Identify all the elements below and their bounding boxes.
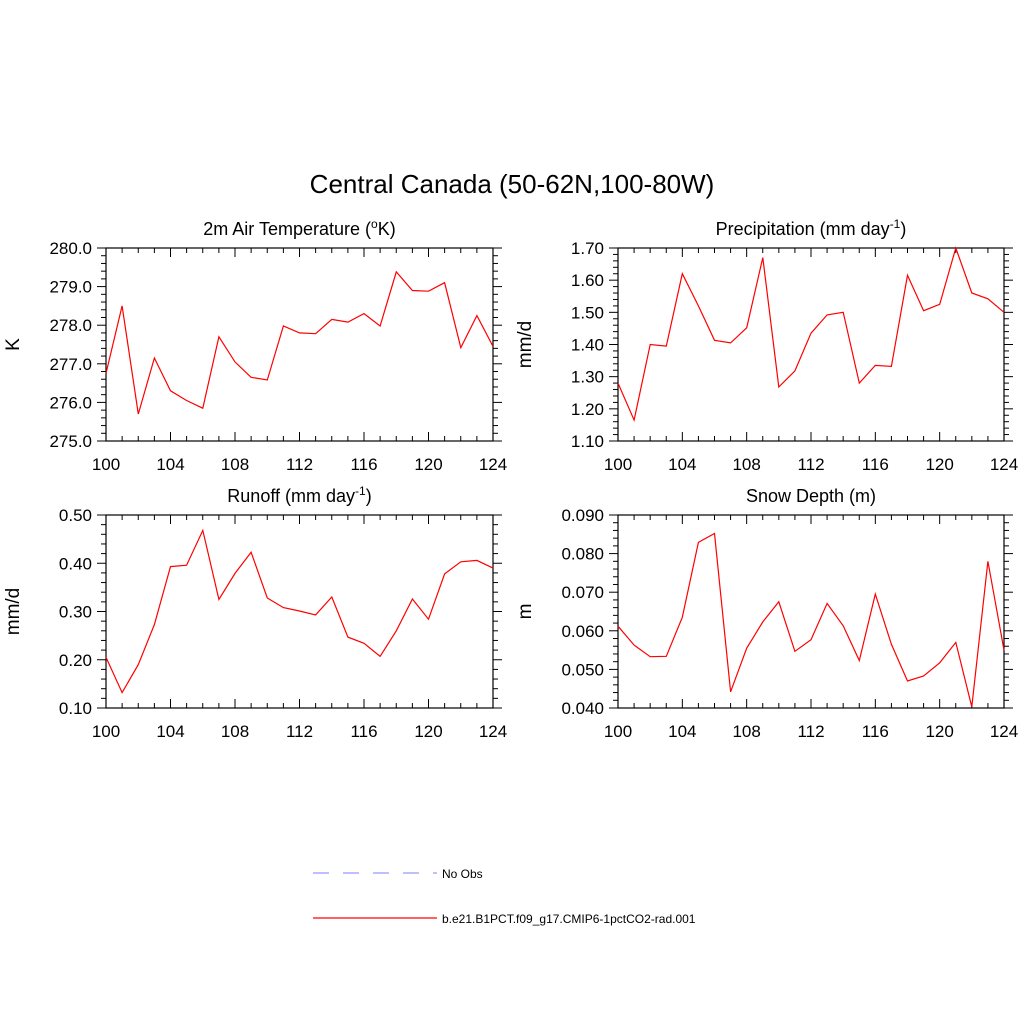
x-tick-label: 120 — [925, 722, 953, 741]
y-tick-label: 0.060 — [561, 622, 604, 641]
x-tick-label: 104 — [156, 455, 184, 474]
y-axis-label: mm/d — [3, 588, 24, 636]
panel-title-main: Snow Depth (m) — [746, 486, 876, 506]
x-tick-label: 120 — [414, 722, 442, 741]
x-tick-label: 104 — [668, 722, 696, 741]
y-tick-label: 0.40 — [59, 554, 92, 573]
y-tick-label: 276.0 — [49, 393, 92, 412]
x-tick-label: 104 — [156, 722, 184, 741]
x-tick-label: 124 — [990, 722, 1018, 741]
panel-title-sup: o — [371, 217, 378, 231]
x-tick-label: 108 — [732, 455, 760, 474]
x-tick-label: 120 — [414, 455, 442, 474]
panel-title: 2m Air Temperature (oK) — [203, 217, 395, 239]
x-tick-label: 112 — [797, 722, 824, 741]
panel-4: 100 104 108 112 116 120 124 0.040 0.050 0.060 0.07… — [515, 486, 1018, 741]
x-tick-label: 116 — [350, 722, 377, 741]
y-tick-label: 279.0 — [49, 278, 92, 297]
y-tick-label: 0.090 — [561, 506, 604, 525]
y-tick-label: 278.0 — [49, 316, 92, 335]
x-tick-label: 100 — [604, 722, 632, 741]
y-tick-label: 1.20 — [571, 400, 604, 419]
x-tick-label: 104 — [668, 455, 696, 474]
y-axis-label: mm/d — [515, 321, 536, 369]
legend-label: No Obs — [442, 867, 483, 881]
panel-title-tail: ) — [366, 486, 372, 506]
panels: 100 104 108 112 116 120 124 275.0 276.0 277.0 278.… — [3, 217, 1018, 741]
y-tick-label: 0.20 — [59, 651, 92, 670]
figure-title: Central Canada (50-62N,100-80W) — [310, 169, 715, 199]
x-tick-label: 116 — [862, 722, 889, 741]
panel-2: 100 104 108 112 116 120 124 1.10 1.20 1.30 1.40 1.5… — [515, 217, 1018, 474]
y-tick-label: 1.70 — [571, 239, 604, 258]
panel-title: Runoff (mm day-1) — [227, 484, 371, 506]
y-tick-label: 0.080 — [561, 545, 604, 564]
x-tick-label: 120 — [925, 455, 953, 474]
y-tick-label: 0.10 — [59, 699, 92, 718]
x-tick-label: 100 — [92, 455, 120, 474]
y-tick-label: 0.070 — [561, 583, 604, 602]
y-tick-label: 0.040 — [561, 699, 604, 718]
y-tick-label: 277.0 — [49, 355, 92, 374]
plot-frame — [105, 247, 494, 442]
panel-title: Snow Depth (m) — [746, 486, 876, 506]
series-line — [617, 532, 1005, 707]
panel-1: 100 104 108 112 116 120 124 275.0 276.0 277.0 278.… — [3, 217, 507, 474]
y-tick-label: 275.0 — [49, 432, 92, 451]
x-tick-label: 112 — [286, 455, 313, 474]
x-tick-label: 108 — [221, 722, 249, 741]
y-tick-label: 0.50 — [59, 506, 92, 525]
x-tick-label: 116 — [862, 455, 889, 474]
x-tick-label: 108 — [221, 455, 249, 474]
y-tick-label: 1.40 — [571, 336, 604, 355]
y-tick-label: 0.30 — [59, 603, 92, 622]
x-tick-label: 124 — [990, 455, 1018, 474]
x-tick-label: 124 — [479, 455, 507, 474]
y-tick-label: 1.60 — [571, 271, 604, 290]
x-tick-label: 124 — [479, 722, 507, 741]
x-tick-label: 100 — [92, 722, 120, 741]
x-tick-label: 116 — [350, 455, 377, 474]
y-tick-label: 0.050 — [561, 660, 604, 679]
panel-title-sup: -1 — [355, 484, 366, 498]
legend: No Obs b.e21.B1PCT.f09_g17.CMIP6-1pctCO2-… — [313, 867, 696, 926]
x-tick-label: 100 — [604, 455, 632, 474]
y-axis-label: m — [515, 604, 536, 620]
panel-title: Precipitation (mm day-1) — [716, 217, 907, 239]
x-tick-label: 112 — [797, 455, 824, 474]
series-line — [105, 528, 494, 694]
x-tick-label: 112 — [286, 722, 313, 741]
panel-title-main: Runoff (mm day — [227, 486, 355, 506]
y-tick-label: 1.30 — [571, 368, 604, 387]
panel-title-main: Precipitation (mm day — [716, 219, 890, 239]
y-axis-label: K — [3, 338, 24, 351]
panel-title-tail: K) — [378, 219, 396, 239]
y-tick-label: 280.0 — [49, 239, 92, 258]
y-tick-label: 1.10 — [571, 432, 604, 451]
plot-frame — [617, 514, 1005, 709]
plot-frame — [617, 247, 1005, 442]
panel-title-tail: ) — [900, 219, 906, 239]
series-line — [617, 246, 1005, 423]
y-tick-label: 1.50 — [571, 303, 604, 322]
panel-title-sup: -1 — [890, 217, 901, 231]
panel-title-main: 2m Air Temperature ( — [203, 219, 371, 239]
x-tick-label: 108 — [732, 722, 760, 741]
series-line — [105, 270, 494, 415]
legend-label: b.e21.B1PCT.f09_g17.CMIP6-1pctCO2-rad.00… — [442, 912, 696, 926]
panel-3: 100 104 108 112 116 120 124 0.10 0.20 0.30 0.40 0.5… — [3, 484, 507, 741]
